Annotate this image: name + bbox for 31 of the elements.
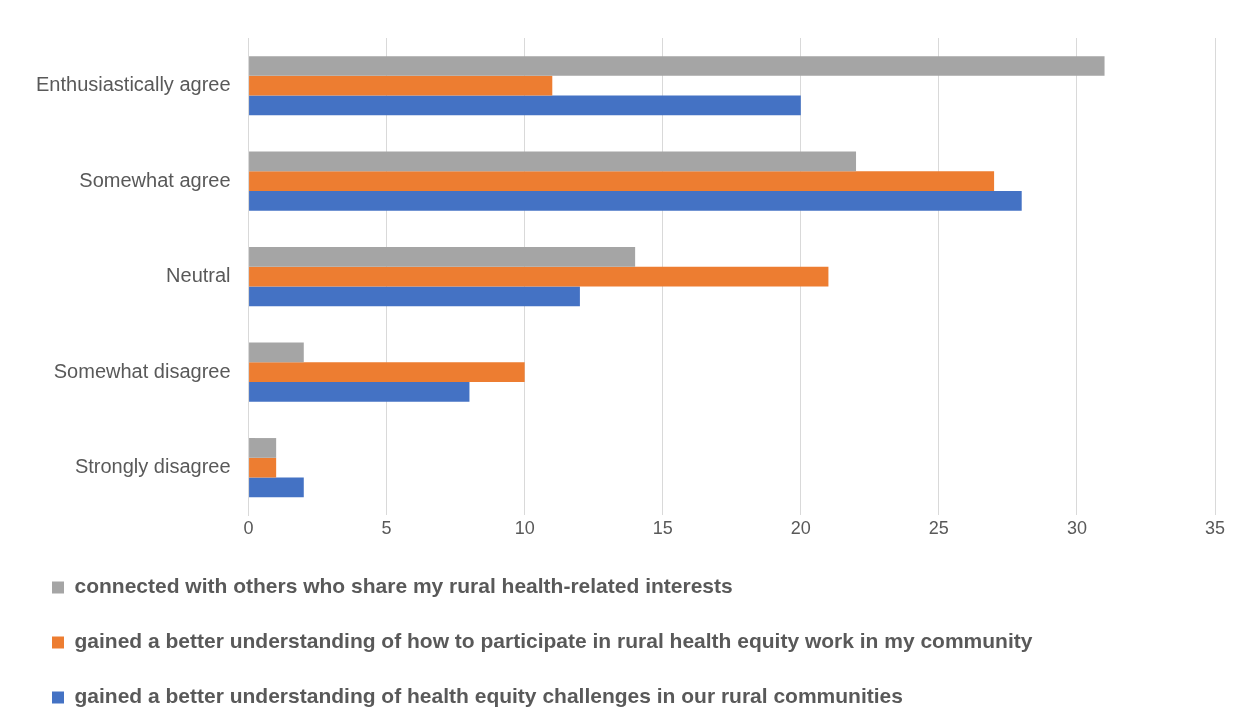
x-tick-label: 20 xyxy=(790,518,811,539)
y-tick-label: Somewhat agree xyxy=(79,168,231,191)
bar xyxy=(249,286,580,307)
bar xyxy=(249,75,553,96)
legend-label: gained a better understanding of how to participate in rural health equity work in my community xyxy=(74,629,1033,653)
legend-label: connected with others who share my rural health-related interests xyxy=(74,574,733,598)
y-tick-label: Enthusiastically agree xyxy=(35,73,231,96)
x-tick-label: 25 xyxy=(928,518,949,539)
x-tick-label: 35 xyxy=(1204,518,1226,539)
x-tick-label: 0 xyxy=(243,518,254,539)
bar xyxy=(249,382,470,402)
y-tick-label: Somewhat disagree xyxy=(53,359,231,382)
bar xyxy=(249,477,304,498)
x-tick-label: 10 xyxy=(514,518,535,539)
bar xyxy=(249,342,304,363)
x-tick-label: 15 xyxy=(652,518,673,539)
y-tick-label: Strongly disagree xyxy=(74,455,231,478)
bar xyxy=(249,266,829,287)
bar xyxy=(249,56,1105,76)
x-tick-label: 5 xyxy=(381,518,392,539)
bar xyxy=(249,457,277,478)
bar xyxy=(249,95,801,116)
bar xyxy=(249,438,277,458)
legend-label: gained a better understanding of health equity challenges in our rural communities xyxy=(74,684,903,708)
bar xyxy=(249,362,525,383)
y-tick-label: Neutral xyxy=(166,264,231,287)
bar xyxy=(249,151,857,172)
bar xyxy=(249,191,1022,211)
bar xyxy=(249,247,636,267)
bar xyxy=(249,171,995,192)
x-tick-label: 30 xyxy=(1066,518,1087,539)
